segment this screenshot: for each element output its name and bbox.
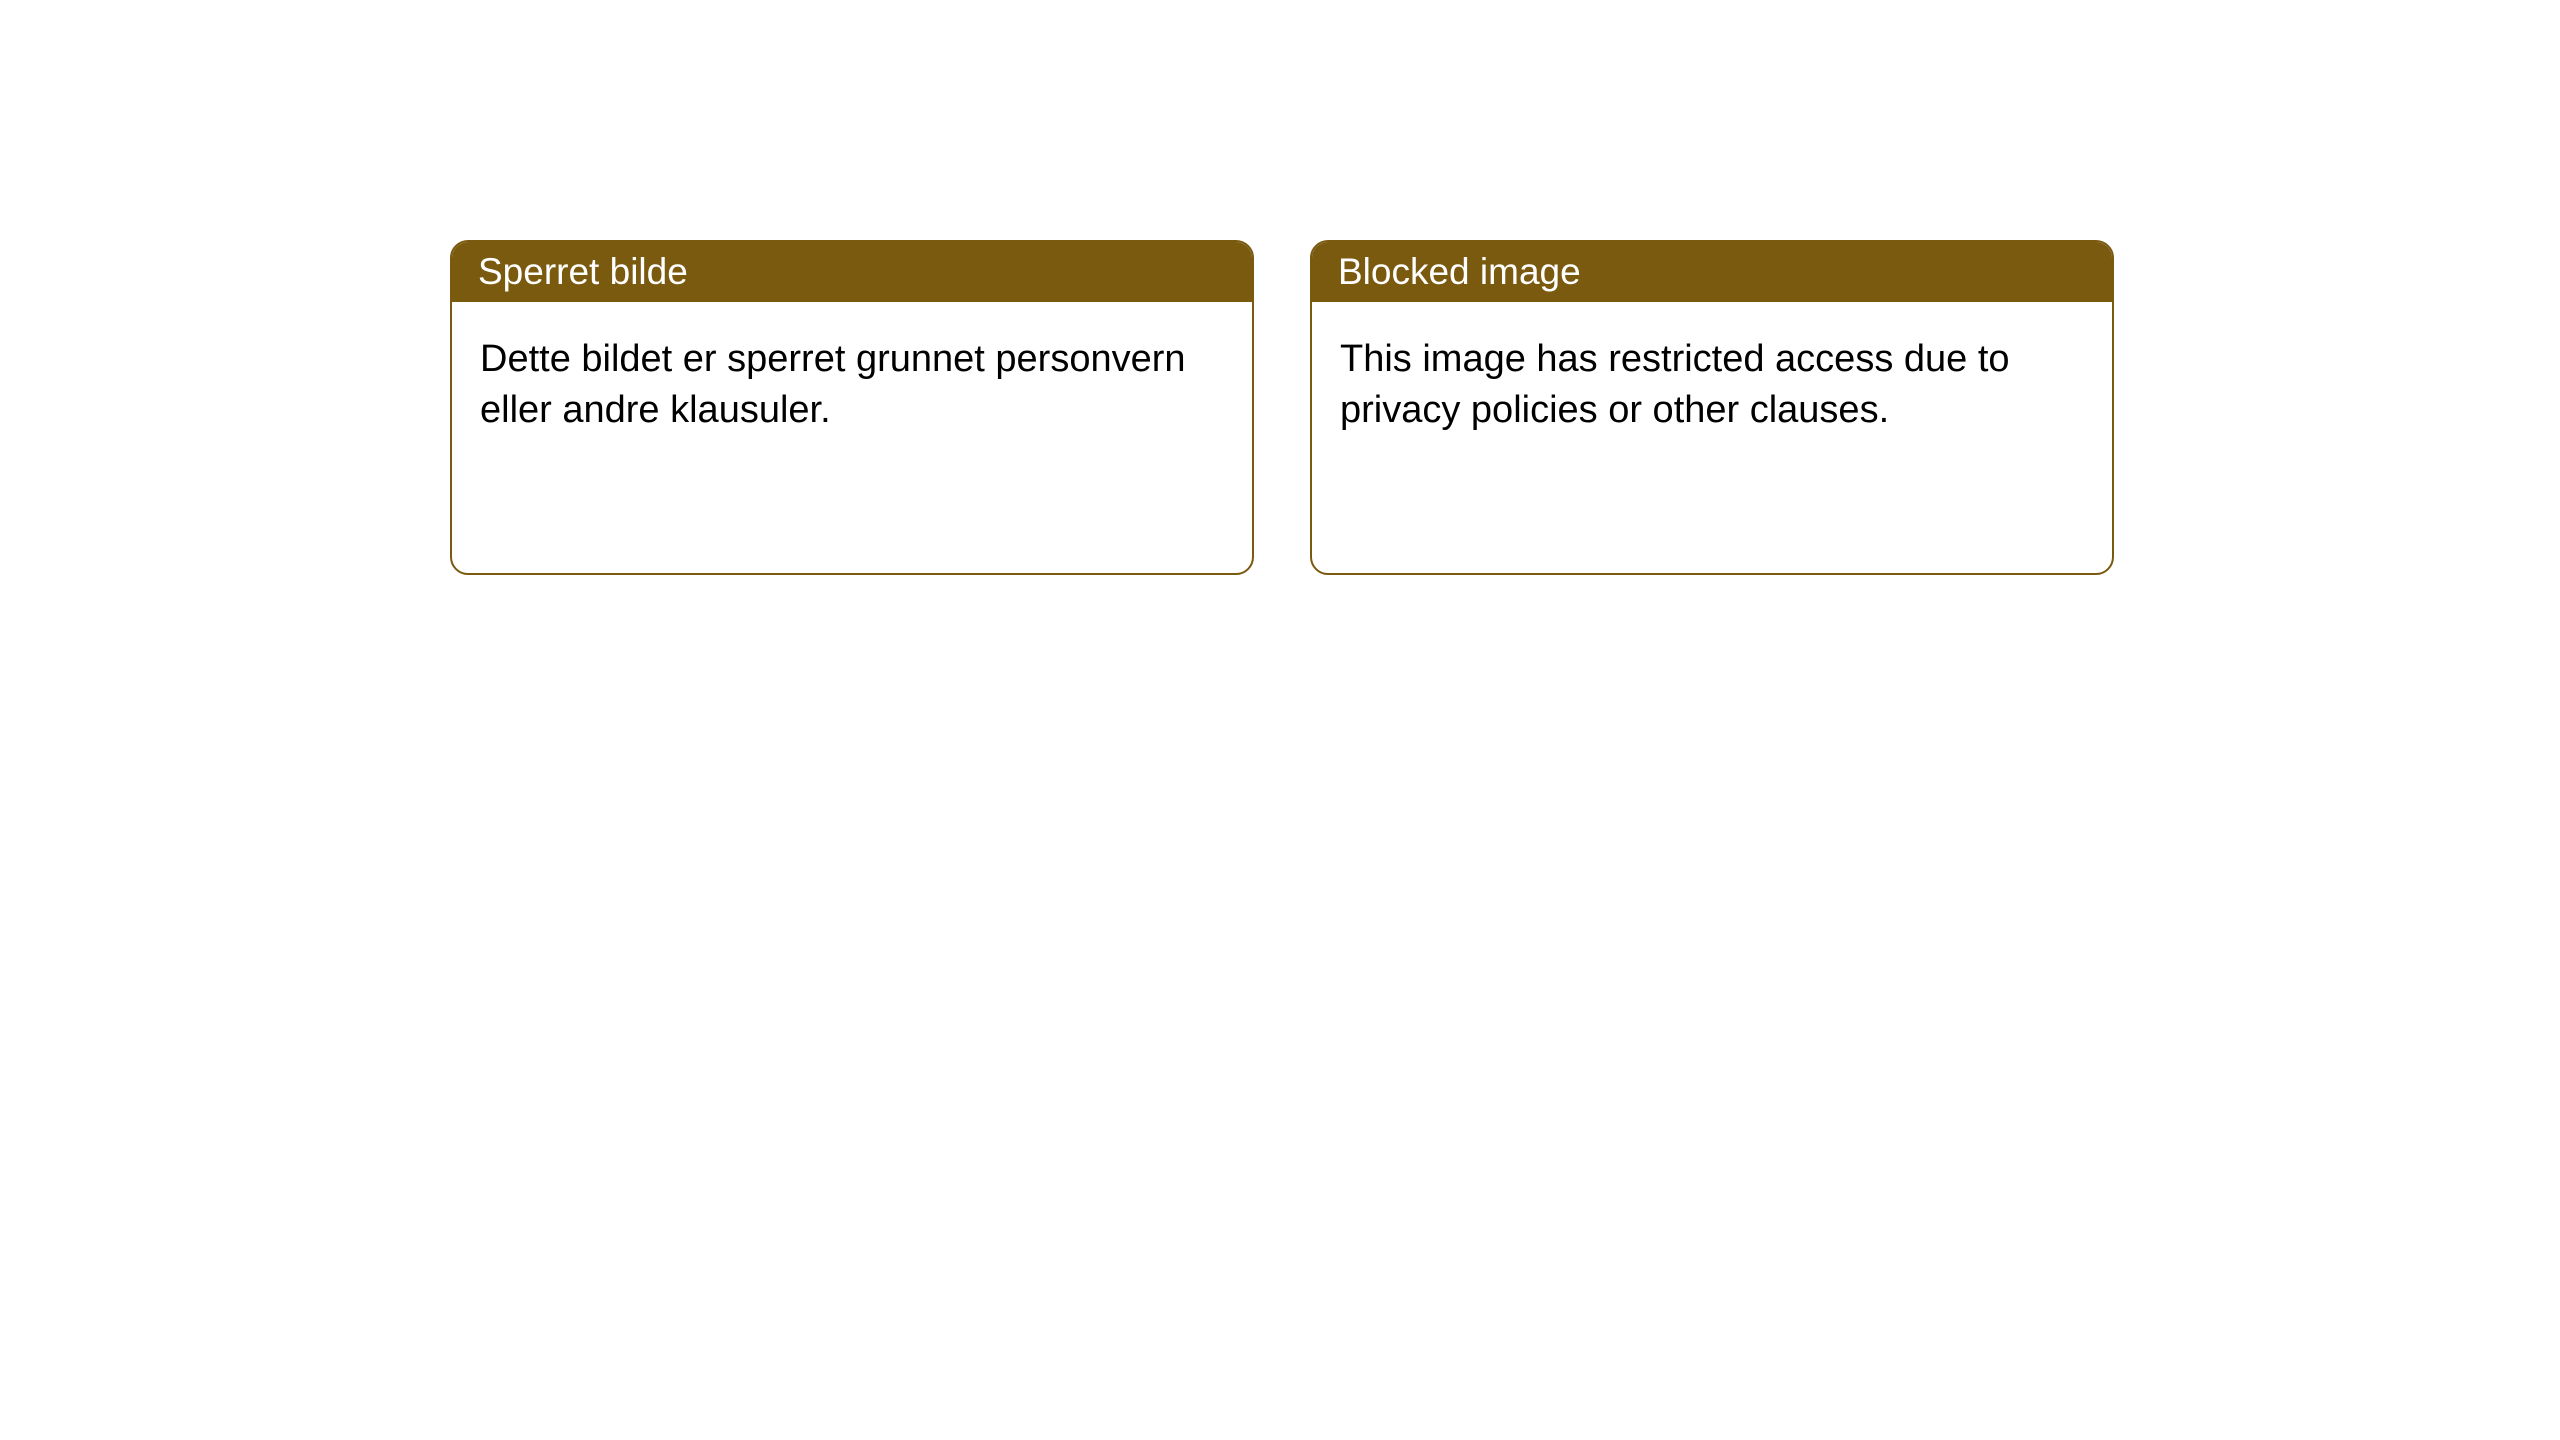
- notice-card-norwegian: Sperret bilde Dette bildet er sperret gr…: [450, 240, 1254, 575]
- notice-title-norwegian: Sperret bilde: [452, 242, 1252, 302]
- notice-body-norwegian: Dette bildet er sperret grunnet personve…: [452, 302, 1252, 469]
- notice-body-english: This image has restricted access due to …: [1312, 302, 2112, 469]
- notice-title-english: Blocked image: [1312, 242, 2112, 302]
- notice-container: Sperret bilde Dette bildet er sperret gr…: [0, 0, 2560, 575]
- notice-card-english: Blocked image This image has restricted …: [1310, 240, 2114, 575]
